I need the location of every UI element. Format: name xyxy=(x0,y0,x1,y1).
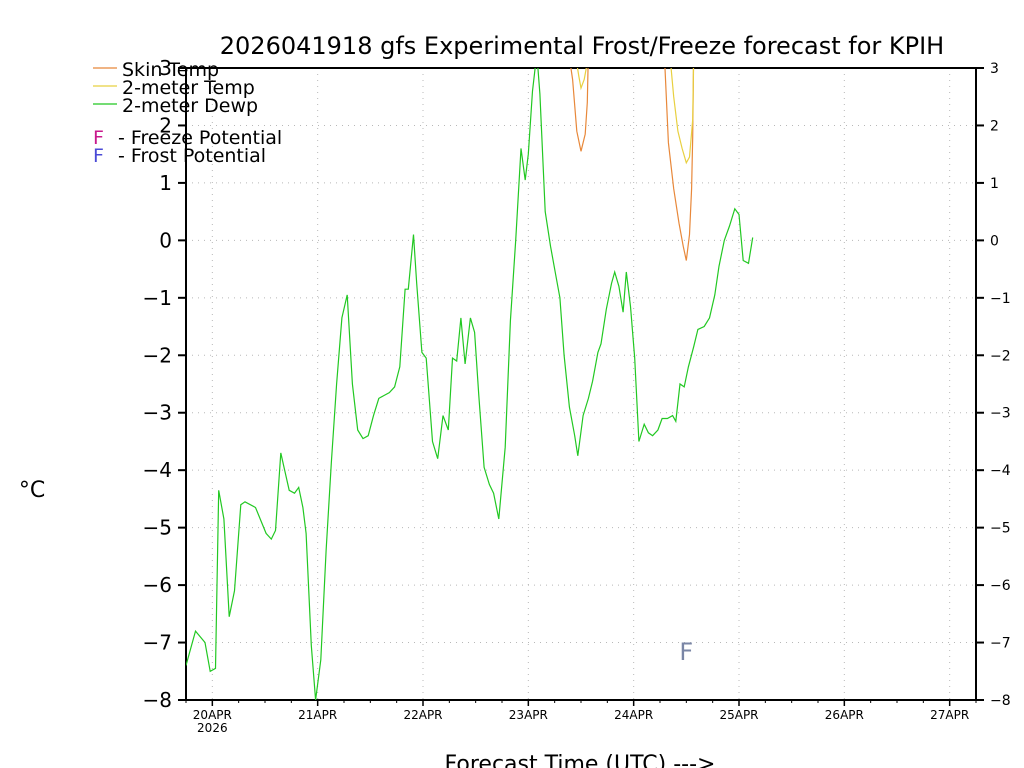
right-y-tick-label: 3 xyxy=(990,61,999,77)
legend-entry-label: 2-meter Temp xyxy=(122,77,255,99)
y-tick-label: 3 xyxy=(159,56,172,80)
annotations: F xyxy=(679,638,693,666)
x-tick-label: 27APR xyxy=(930,708,969,722)
right-y-tick-label: 2 xyxy=(990,118,999,134)
x-tick-label: 20APR xyxy=(193,708,232,722)
left-y-axis: −8 −7 −6 −5 −4 −3 −2 −1 0 1 2 3 xyxy=(143,56,186,712)
right-y-tick-label: −1 xyxy=(990,291,1011,307)
x-tick-label: 21APR xyxy=(298,708,337,722)
legend-potential-letter: F xyxy=(93,127,104,149)
y-tick-label: −1 xyxy=(143,286,172,310)
series-line-2-meter-temp xyxy=(576,68,587,91)
legend-entry-label: 2-meter Dewp xyxy=(122,95,258,117)
plot-frame xyxy=(185,67,977,701)
legend-potential-label: - Freeze Potential xyxy=(118,127,282,149)
legend-potential-label: - Frost Potential xyxy=(118,145,266,167)
x-axis-label: Forecast Time (UTC) ---> xyxy=(445,752,716,768)
y-tick-label: 0 xyxy=(159,228,172,252)
right-y-axis: −8 −7 −6 −5 −4 −3 −2 −1 0 1 2 3 xyxy=(976,61,1011,709)
y-tick-label: 2 xyxy=(159,113,172,137)
grid-lines xyxy=(186,68,976,700)
right-y-tick-label: −3 xyxy=(990,406,1011,422)
right-y-tick-label: −5 xyxy=(990,521,1011,537)
x-tick-label: 26APR xyxy=(825,708,864,722)
right-y-tick-label: −7 xyxy=(990,636,1011,652)
y-axis-label: °C xyxy=(19,478,45,503)
frost-potential-marker: F xyxy=(679,638,693,666)
y-tick-label: −3 xyxy=(143,401,172,425)
chart-title: 2026041918 gfs Experimental Frost/Freeze… xyxy=(220,32,944,60)
y-tick-label: −7 xyxy=(143,631,172,655)
series-line-skin-temp xyxy=(570,68,589,152)
y-tick-label: 1 xyxy=(159,171,172,195)
legend-entry-label: Skin Temp xyxy=(122,59,219,81)
x-tick-label: 23APR xyxy=(509,708,548,722)
y-tick-label: −5 xyxy=(143,516,172,540)
legend-potential-letter: F xyxy=(93,145,104,167)
right-y-tick-label: −6 xyxy=(990,578,1011,594)
x-tick-label: 22APR xyxy=(403,708,442,722)
y-tick-label: −8 xyxy=(143,688,172,712)
x-tick-label: 25APR xyxy=(719,708,758,722)
right-y-tick-label: 1 xyxy=(990,176,999,192)
series-lines xyxy=(186,68,754,700)
y-tick-label: −6 xyxy=(143,573,172,597)
right-y-tick-label: −8 xyxy=(990,693,1011,709)
x-tick-label: 24APR xyxy=(614,708,653,722)
right-y-tick-label: −2 xyxy=(990,348,1011,364)
y-tick-label: −2 xyxy=(143,343,172,367)
y-tick-label: −4 xyxy=(143,458,172,482)
series-line-2-meter-temp xyxy=(670,68,695,165)
right-y-tick-label: 0 xyxy=(990,233,999,249)
right-y-tick-label: −4 xyxy=(990,463,1011,479)
series-line-skin-temp xyxy=(664,68,695,261)
series-line-2-meter-dewp xyxy=(186,68,754,700)
x-tick-sublabel: 2026 xyxy=(197,721,228,735)
